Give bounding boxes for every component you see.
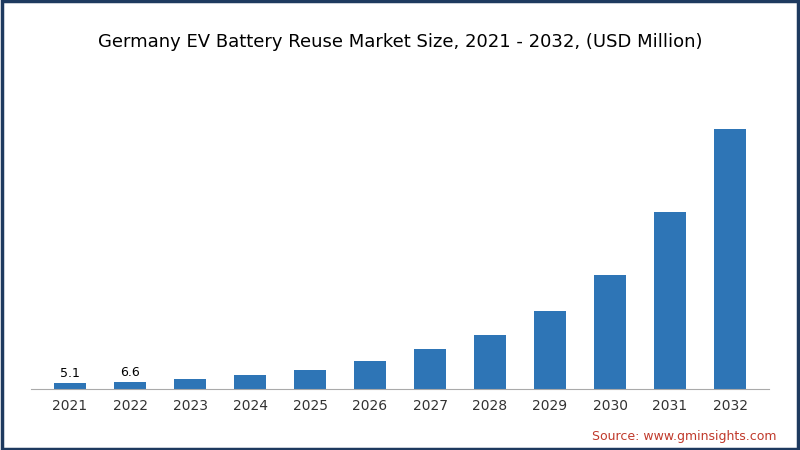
Bar [114, 382, 146, 389]
Bar [294, 370, 326, 389]
Bar [714, 129, 746, 389]
Bar [474, 335, 506, 389]
Bar [174, 379, 206, 389]
Bar [414, 349, 446, 389]
Bar [354, 361, 386, 389]
Bar [654, 212, 686, 389]
Bar [534, 311, 566, 389]
Text: 5.1: 5.1 [60, 367, 80, 380]
Text: Source: www.gminsights.com: Source: www.gminsights.com [591, 430, 776, 443]
Bar [234, 375, 266, 389]
Bar [594, 274, 626, 389]
Text: 6.6: 6.6 [120, 366, 140, 379]
Bar [54, 383, 86, 389]
Title: Germany EV Battery Reuse Market Size, 2021 - 2032, (USD Million): Germany EV Battery Reuse Market Size, 20… [98, 33, 702, 51]
